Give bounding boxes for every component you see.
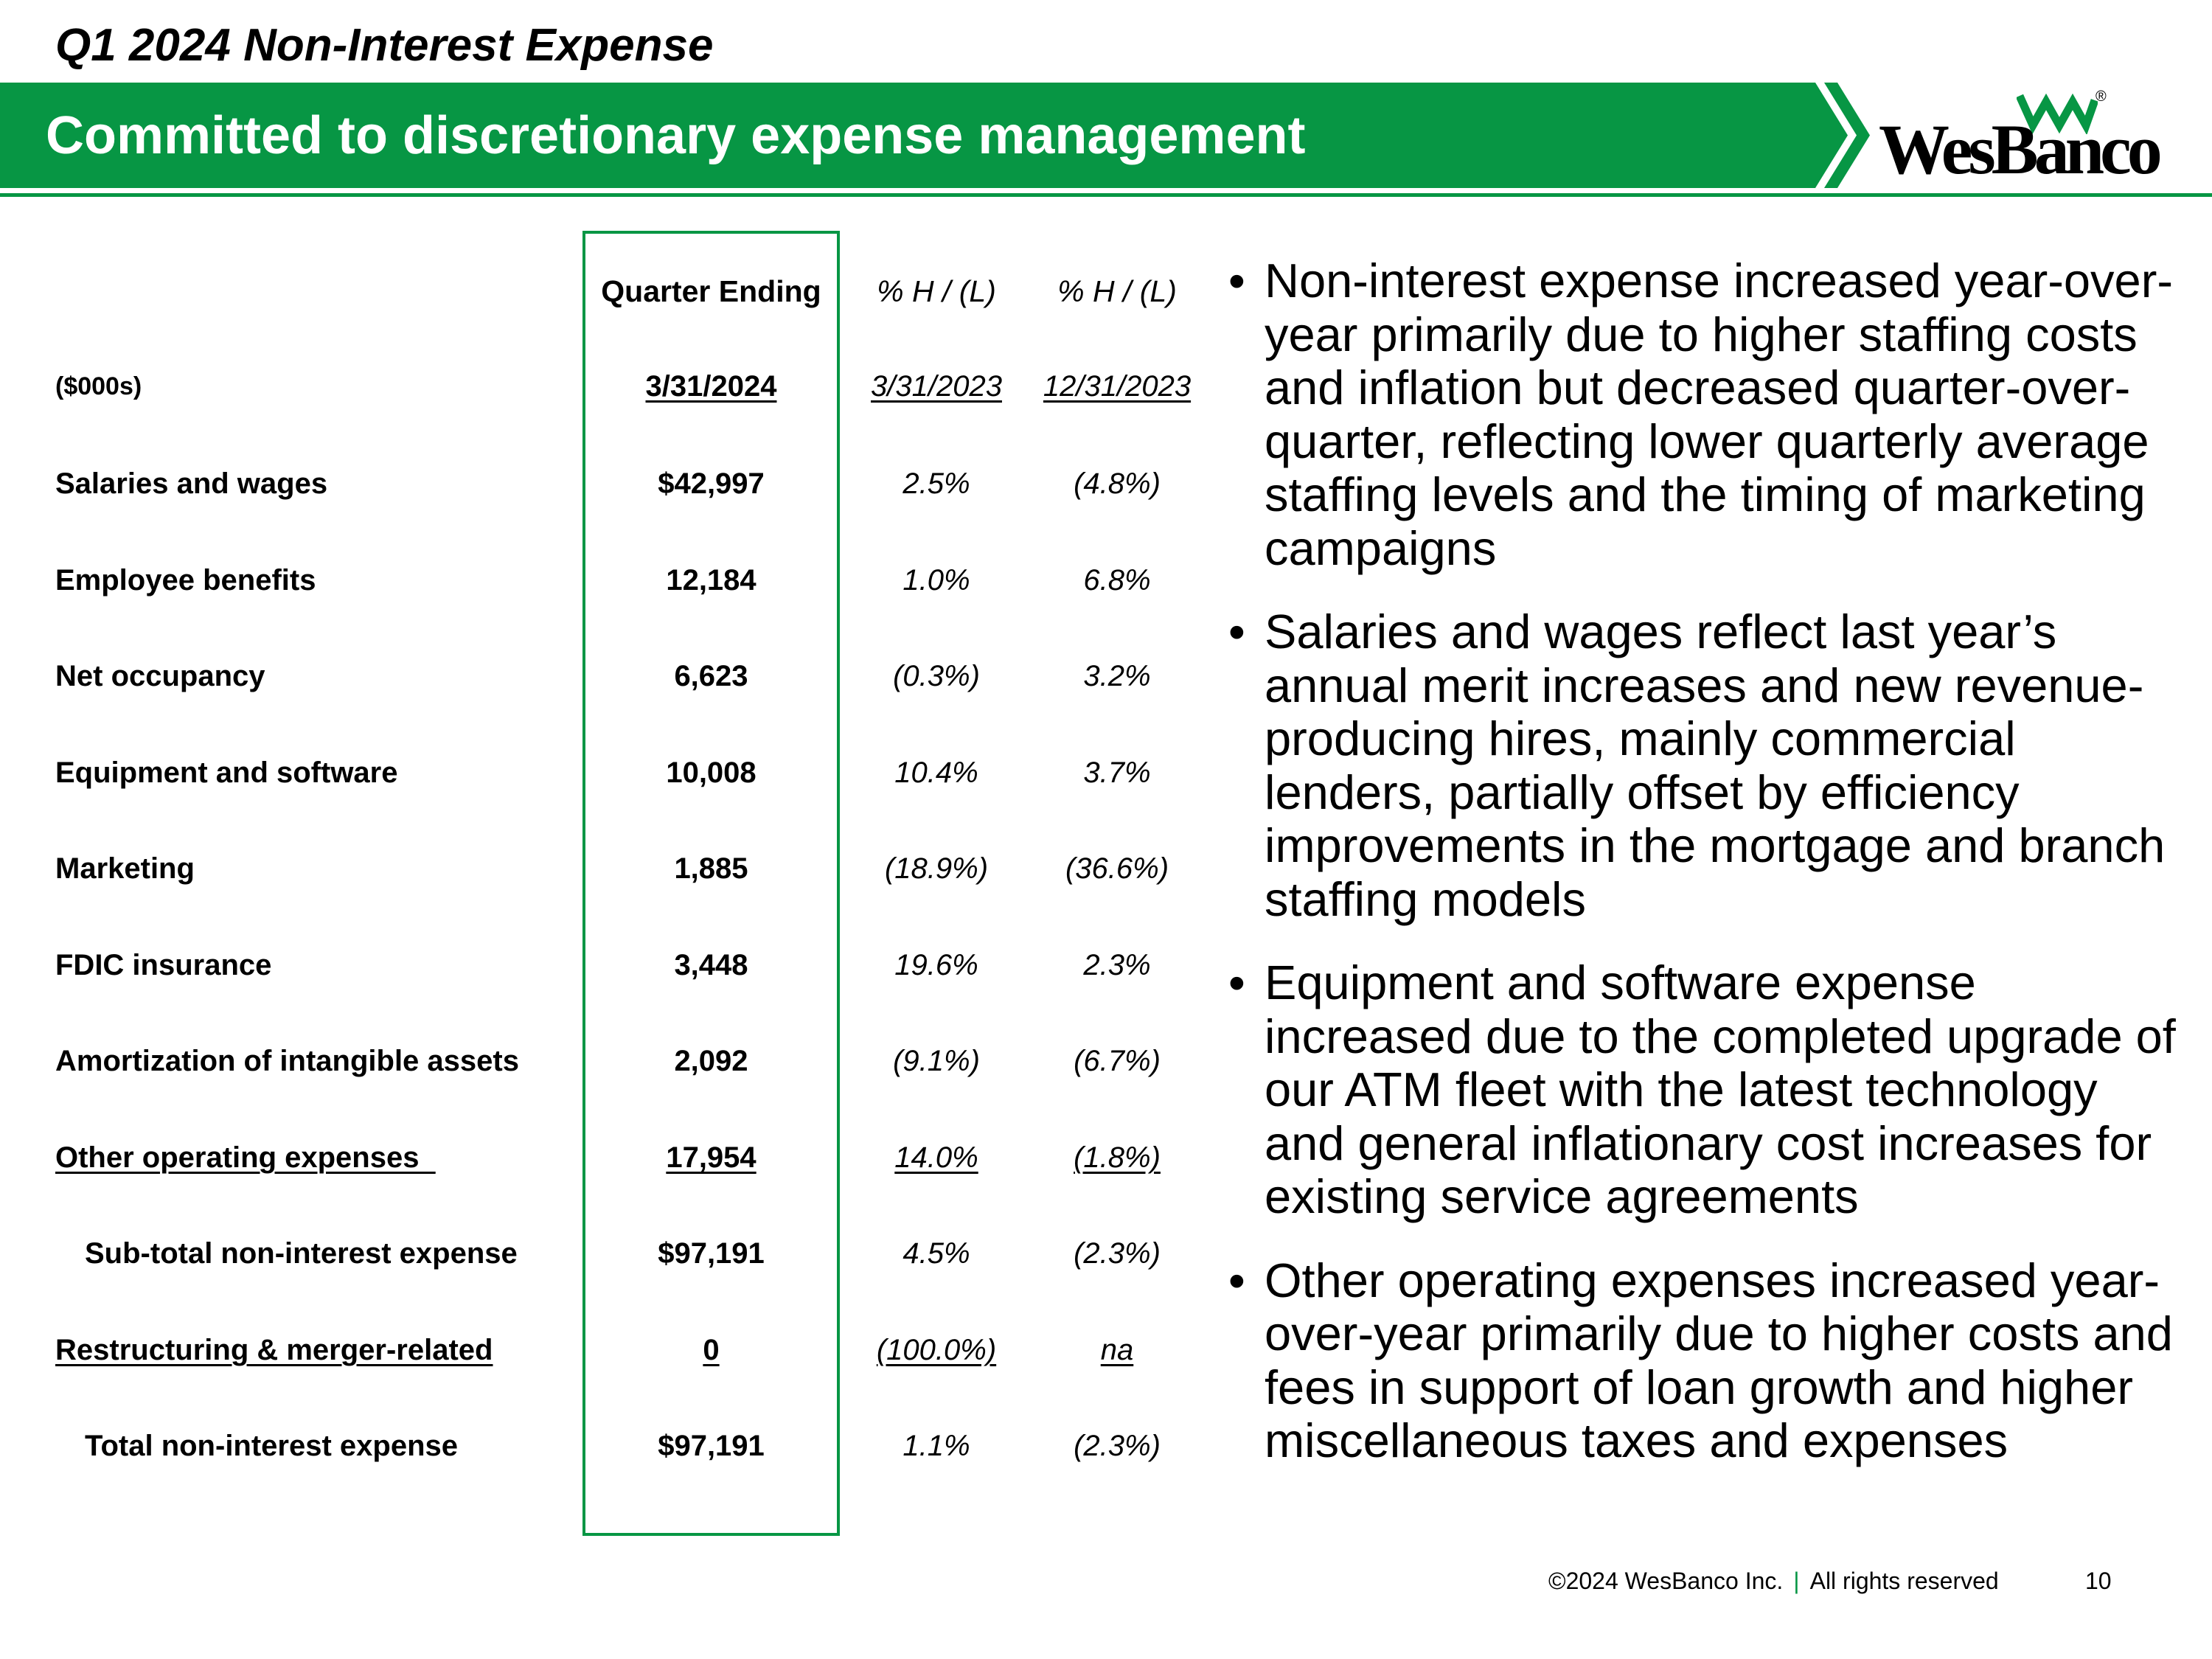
footer-copyright: ©2024 WesBanco Inc. [1548,1568,1784,1594]
row-value-subtotal: $97,191 [658,1237,765,1270]
banner-chevron-icon [1799,83,1870,188]
row-label-net-occupancy: Net occupancy [55,660,265,692]
row-qoq-other-operating: (1.8%) [1074,1141,1161,1174]
bullet-text: Non-interest expense increased year-over… [1265,254,2173,575]
quarter-highlight-box [582,231,840,1536]
bullet-text: Salaries and wages reflect last year’s a… [1265,605,2166,926]
row-yoy-equipment-software: 10.4% [894,757,978,789]
bullet-item: • Salaries and wages reflect last year’s … [1224,605,2183,926]
row-qoq-employee-benefits: 6.8% [1083,564,1151,597]
bullet-text: Other operating expenses increased year-… [1265,1253,2173,1467]
commentary-bullets: • Non-interest expense increased year-ove… [1224,254,2183,1498]
row-value-other-operating: 17,954 [666,1141,757,1174]
row-yoy-employee-benefits: 1.0% [902,564,970,597]
row-label-restructuring: Restructuring & merger-related [55,1334,493,1366]
footer-rights: All rights reserved [1809,1568,1999,1594]
header-rule [0,193,2212,197]
footer: ©2024 WesBanco Inc. | All rights reserved [1548,1565,1999,1597]
date-prior-quarter: 12/31/2023 [1043,370,1192,403]
row-value-total: $97,191 [658,1430,765,1462]
date-current: 3/31/2024 [645,370,777,403]
date-prior-year: 3/31/2023 [871,370,1002,403]
row-qoq-total: (2.3%) [1074,1430,1161,1462]
bullet-dot-icon: • [1228,1253,1245,1307]
row-value-employee-benefits: 12,184 [666,564,757,597]
row-value-marketing: 1,885 [674,852,748,885]
row-yoy-total: 1.1% [902,1430,970,1462]
row-qoq-net-occupancy: 3.2% [1083,660,1151,692]
row-yoy-net-occupancy: (0.3%) [893,660,980,692]
bullet-dot-icon: • [1228,254,1245,307]
col-header-yoy: % H / (L) [877,274,996,308]
row-qoq-salaries: (4.8%) [1074,467,1161,500]
registered-mark: ® [2096,88,2107,105]
row-yoy-fdic: 19.6% [894,949,978,981]
row-value-net-occupancy: 6,623 [674,660,748,692]
row-qoq-fdic: 2.3% [1083,949,1151,981]
bullet-dot-icon: • [1228,605,1245,658]
row-qoq-subtotal: (2.3%) [1074,1237,1161,1270]
row-label-employee-benefits: Employee benefits [55,564,316,597]
row-label-total: Total non-interest expense [85,1430,459,1462]
row-label-equipment-software: Equipment and software [55,757,398,789]
bullet-item: • Other operating expenses increased year… [1224,1253,2183,1468]
units-label: ($000s) [55,372,142,400]
row-label-subtotal: Sub-total non-interest expense [85,1237,518,1270]
page-number: 10 [2085,1568,2112,1594]
row-label-salaries: Salaries and wages [55,467,328,500]
row-qoq-restructuring: na [1100,1334,1134,1366]
footer-separator: | [1793,1568,1800,1594]
wesbanco-logo-text: WesBanco [1879,110,2163,189]
row-label-fdic: FDIC insurance [55,949,272,981]
slide-top-title: Q1 2024 Non-Interest Expense [55,20,714,71]
bullet-item: • Non-interest expense increased year-ove… [1224,254,2183,575]
row-yoy-other-operating: 14.0% [894,1141,978,1174]
bullet-dot-icon: • [1228,956,1245,1009]
row-qoq-equipment-software: 3.7% [1083,757,1151,789]
row-yoy-salaries: 2.5% [902,467,970,500]
row-value-equipment-software: 10,008 [666,757,757,789]
row-label-other-operating: Other operating expenses [55,1141,420,1174]
row-yoy-amortization: (9.1%) [893,1045,980,1077]
row-qoq-marketing: (36.6%) [1065,852,1169,885]
row-value-amortization: 2,092 [674,1045,748,1077]
row-yoy-restructuring: (100.0%) [876,1334,997,1366]
bullet-item: • Equipment and software expense increase… [1224,956,2183,1224]
col-header-quarter-ending: Quarter Ending [601,274,821,308]
row-label-amortization: Amortization of intangible assets [55,1045,519,1077]
row-yoy-marketing: (18.9%) [884,852,989,885]
row-value-restructuring: 0 [703,1334,720,1366]
col-header-qoq: % H / (L) [1057,274,1177,308]
title-banner [0,83,1814,188]
row-value-salaries: $42,997 [658,467,765,500]
row-value-fdic: 3,448 [674,949,748,981]
wesbanco-logo-mark-icon [2017,93,2098,134]
banner-title: Committed to discretionary expense manag… [46,106,1306,165]
bullet-text: Equipment and software expense increased… [1265,956,2176,1223]
row-qoq-amortization: (6.7%) [1074,1045,1161,1077]
row-yoy-subtotal: 4.5% [902,1237,970,1270]
row-label-marketing: Marketing [55,852,195,885]
